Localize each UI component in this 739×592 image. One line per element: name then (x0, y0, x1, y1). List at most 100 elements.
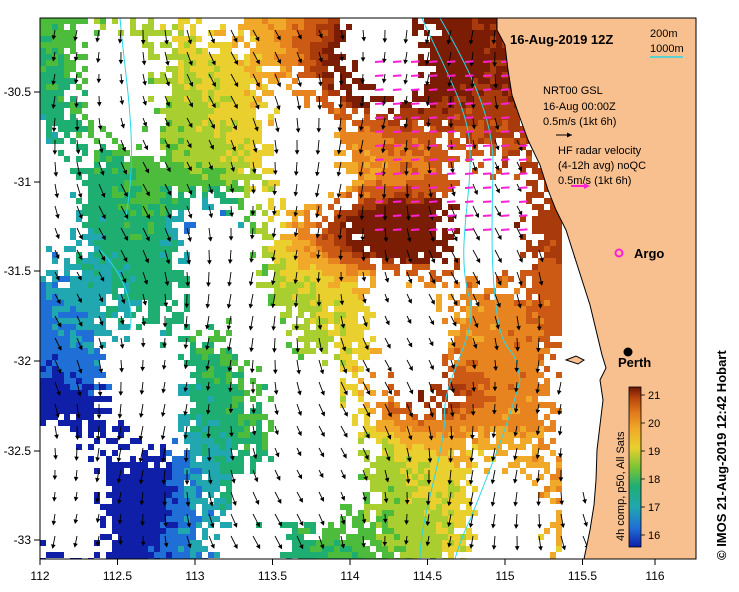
sst-pixel (448, 162, 454, 168)
sst-pixel (406, 240, 412, 246)
sst-pixel (256, 54, 262, 60)
sst-pixel (238, 426, 244, 432)
current-arrowhead (120, 299, 126, 305)
sst-pixel (64, 60, 70, 66)
sst-pixel (310, 336, 316, 342)
sst-pixel (472, 408, 478, 414)
sst-pixel (352, 516, 358, 522)
sst-pixel (112, 552, 118, 558)
sst-pixel (382, 552, 388, 558)
sst-pixel (502, 150, 508, 156)
sst-pixel (508, 120, 514, 126)
sst-pixel (346, 552, 352, 558)
sst-pixel (118, 324, 124, 330)
sst-pixel (160, 78, 166, 84)
sst-pixel (352, 252, 358, 258)
sst-pixel (190, 474, 196, 480)
sst-pixel (190, 24, 196, 30)
sst-pixel (382, 246, 388, 252)
sst-pixel (454, 72, 460, 78)
sst-pixel (172, 534, 178, 540)
sst-pixel (202, 78, 208, 84)
sst-pixel (130, 168, 136, 174)
sst-pixel (556, 474, 562, 480)
sst-pixel (268, 282, 274, 288)
sst-pixel (130, 222, 136, 228)
sst-pixel (532, 336, 538, 342)
sst-pixel (550, 234, 556, 240)
sst-pixel (514, 444, 520, 450)
current-arrowhead (451, 191, 456, 197)
sst-pixel (118, 234, 124, 240)
sst-pixel (238, 96, 244, 102)
current-arrowhead (54, 193, 60, 199)
sst-pixel (244, 96, 250, 102)
sst-pixel (400, 420, 406, 426)
sst-pixel (94, 312, 100, 318)
sst-pixel (406, 414, 412, 420)
sst-pixel (118, 462, 124, 468)
sst-pixel (430, 180, 436, 186)
sst-pixel (88, 288, 94, 294)
sst-pixel (166, 114, 172, 120)
sst-pixel (466, 42, 472, 48)
sst-pixel (520, 126, 526, 132)
sst-pixel (190, 150, 196, 156)
sst-pixel (346, 312, 352, 318)
sst-pixel (88, 192, 94, 198)
sst-pixel (388, 450, 394, 456)
sst-pixel (202, 108, 208, 114)
sst-pixel (382, 180, 388, 186)
sst-pixel (544, 528, 550, 534)
sst-pixel (334, 114, 340, 120)
current-arrowhead (210, 38, 215, 44)
sst-pixel (364, 174, 370, 180)
sst-pixel (250, 96, 256, 102)
sst-pixel (418, 228, 424, 234)
sst-pixel (112, 540, 118, 546)
sst-pixel (400, 438, 406, 444)
sst-pixel (310, 204, 316, 210)
sst-pixel (70, 246, 76, 252)
sst-pixel (448, 420, 454, 426)
current-arrowhead (56, 299, 61, 305)
sst-pixel (346, 342, 352, 348)
sst-pixel (214, 132, 220, 138)
sst-pixel (214, 150, 220, 156)
sst-pixel (418, 138, 424, 144)
sst-pixel (538, 438, 544, 444)
sst-pixel (238, 150, 244, 156)
sst-pixel (442, 534, 448, 540)
sst-pixel (214, 360, 220, 366)
sst-pixel (304, 330, 310, 336)
sst-pixel (46, 366, 52, 372)
sst-pixel (328, 258, 334, 264)
current-arrowhead (315, 150, 321, 155)
sst-pixel (394, 462, 400, 468)
sst-pixel (76, 216, 82, 222)
sst-pixel (436, 54, 442, 60)
current-arrowhead (424, 39, 430, 45)
sst-pixel (202, 432, 208, 438)
current-arrowhead (297, 34, 302, 40)
sst-pixel (94, 138, 100, 144)
sst-pixel (364, 84, 370, 90)
sst-pixel (430, 546, 436, 552)
sst-pixel (412, 234, 418, 240)
sst-pixel (430, 270, 436, 276)
sst-pixel (430, 108, 436, 114)
sst-pixel (256, 450, 262, 456)
sst-pixel (442, 390, 448, 396)
current-arrowhead (428, 193, 433, 198)
sst-pixel (442, 396, 448, 402)
sst-pixel (304, 300, 310, 306)
sst-pixel (442, 30, 448, 36)
sst-pixel (202, 150, 208, 156)
sst-pixel (442, 42, 448, 48)
sst-pixel (532, 330, 538, 336)
sst-pixel (70, 396, 76, 402)
sst-pixel (166, 66, 172, 72)
sst-pixel (358, 366, 364, 372)
sst-pixel (364, 240, 370, 246)
sst-pixel (454, 18, 460, 24)
